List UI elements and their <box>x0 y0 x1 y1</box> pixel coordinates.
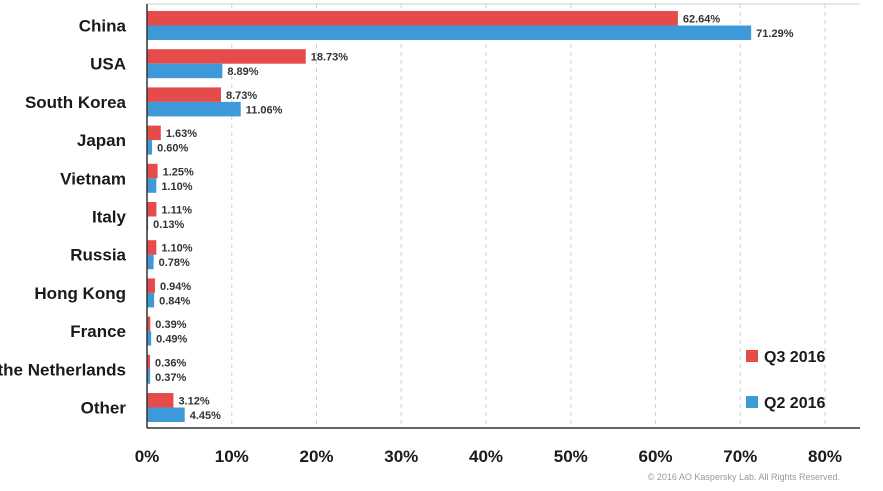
bar-q2 <box>147 63 223 79</box>
bar-q3 <box>147 316 151 332</box>
bar-q3 <box>147 202 157 217</box>
bars <box>147 11 752 422</box>
copyright-notice: © 2016 AO Kaspersky Lab. All Rights Rese… <box>648 472 840 482</box>
bar-q2 <box>147 178 157 193</box>
category-label: USA <box>90 55 126 74</box>
bar-q3 <box>147 354 151 370</box>
bar-q2 <box>147 407 185 422</box>
legend-swatch <box>746 350 758 362</box>
x-tick-label: 30% <box>384 447 418 466</box>
legend-label: Q3 2016 <box>764 349 825 366</box>
data-label: 1.11% <box>161 205 192 217</box>
gridlines <box>147 3 860 428</box>
data-label: 0.94% <box>160 281 191 293</box>
category-label: South Korea <box>25 93 127 112</box>
bar-q2 <box>147 140 153 155</box>
axes: 0% 10% 20% 30% 40% 50% 60% 70% 80% <box>135 4 860 466</box>
data-label: 3.12% <box>178 396 209 408</box>
bar-q3 <box>147 11 678 26</box>
x-tick-label: 40% <box>469 447 503 466</box>
data-label: 1.10% <box>161 181 192 193</box>
data-label: 62.64% <box>683 14 721 26</box>
data-label: 1.10% <box>161 243 192 255</box>
category-label: Japan <box>77 131 126 150</box>
category-label: the Netherlands <box>0 360 126 379</box>
data-label: 4.45% <box>190 410 221 422</box>
category-label: Russia <box>70 246 126 265</box>
x-tick-label: 50% <box>554 447 588 466</box>
data-label: 0.84% <box>159 295 190 307</box>
data-label: 0.13% <box>153 219 184 231</box>
labels: China 62.64% 71.29% USA 18.73% 8.89% South Kor… <box>0 14 794 423</box>
category-label: Hong Kong <box>34 284 126 303</box>
bar-q3 <box>147 393 174 408</box>
data-label: 0.78% <box>159 257 190 269</box>
x-tick-label: 60% <box>638 447 672 466</box>
category-label: Italy <box>92 208 127 227</box>
bar-q2 <box>147 369 151 384</box>
bar-q3 <box>147 278 155 293</box>
x-tick-label: 20% <box>299 447 333 466</box>
bar-q2 <box>147 101 241 117</box>
data-label: 8.89% <box>227 66 258 78</box>
category-label: Other <box>81 399 127 418</box>
bar-q2 <box>147 292 155 308</box>
bar-q3 <box>147 125 161 141</box>
legend: Q3 2016 Q2 2016 <box>746 349 825 412</box>
bar-q3 <box>147 240 157 255</box>
category-label: China <box>79 17 127 36</box>
legend-label: Q2 2016 <box>764 395 825 412</box>
bar-q3 <box>147 49 306 64</box>
data-label: 11.06% <box>246 104 283 116</box>
category-label: France <box>70 322 126 341</box>
data-label: 0.39% <box>155 319 186 331</box>
x-tick-label: 10% <box>215 447 249 466</box>
x-tick-label: 70% <box>723 447 757 466</box>
data-label: 1.63% <box>166 128 197 140</box>
category-label: Vietnam <box>60 169 126 188</box>
data-label: 18.73% <box>311 52 349 64</box>
data-label: 0.49% <box>156 334 187 346</box>
bar-q2 <box>147 331 152 346</box>
bar-q3 <box>147 163 158 179</box>
bar-q2 <box>147 25 752 40</box>
data-label: 0.36% <box>155 357 186 369</box>
bar-q3 <box>147 87 221 102</box>
data-label: 8.73% <box>226 90 257 102</box>
data-label: 1.25% <box>163 166 194 178</box>
data-label: 0.60% <box>157 143 188 155</box>
data-label: 0.37% <box>155 372 186 384</box>
data-label: 71.29% <box>756 28 794 40</box>
bar-q2 <box>147 254 154 270</box>
x-tick-label: 80% <box>808 447 842 466</box>
x-tick-label: 0% <box>135 447 160 466</box>
legend-swatch <box>746 396 758 408</box>
